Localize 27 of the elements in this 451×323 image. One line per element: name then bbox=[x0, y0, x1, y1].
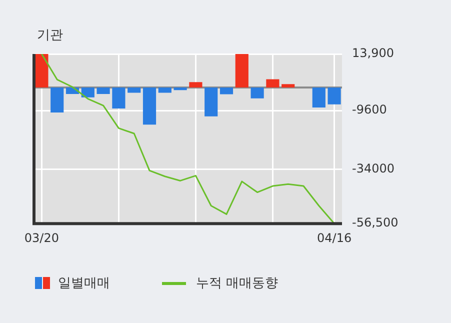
bar bbox=[250, 87, 264, 98]
bar bbox=[282, 84, 295, 88]
bar bbox=[204, 87, 218, 116]
y-tick-label: -34000 bbox=[352, 162, 395, 176]
bar bbox=[328, 87, 341, 104]
bar bbox=[35, 54, 48, 88]
bar bbox=[128, 87, 141, 93]
bar bbox=[174, 87, 187, 90]
y-tick-label: 13,900 bbox=[352, 46, 394, 60]
bar bbox=[50, 87, 64, 113]
legend-label: 누적 매매동향 bbox=[196, 275, 278, 292]
bar bbox=[112, 87, 126, 108]
bar bbox=[158, 87, 172, 93]
y-tick-label: -9600 bbox=[352, 102, 387, 117]
bar bbox=[96, 87, 110, 94]
bar bbox=[142, 87, 156, 125]
bar bbox=[189, 82, 202, 88]
bar bbox=[235, 54, 248, 88]
x-tick-label: 03/20 bbox=[24, 230, 59, 245]
bar bbox=[220, 87, 234, 94]
chart-title: 기관 bbox=[37, 27, 63, 44]
bar bbox=[81, 87, 94, 98]
bar bbox=[266, 79, 280, 88]
legend-label: 일별매매 bbox=[58, 275, 110, 292]
y-tick-label: -56,500 bbox=[352, 216, 398, 230]
bar bbox=[312, 87, 326, 108]
x-tick-label: 04/16 bbox=[317, 230, 352, 245]
